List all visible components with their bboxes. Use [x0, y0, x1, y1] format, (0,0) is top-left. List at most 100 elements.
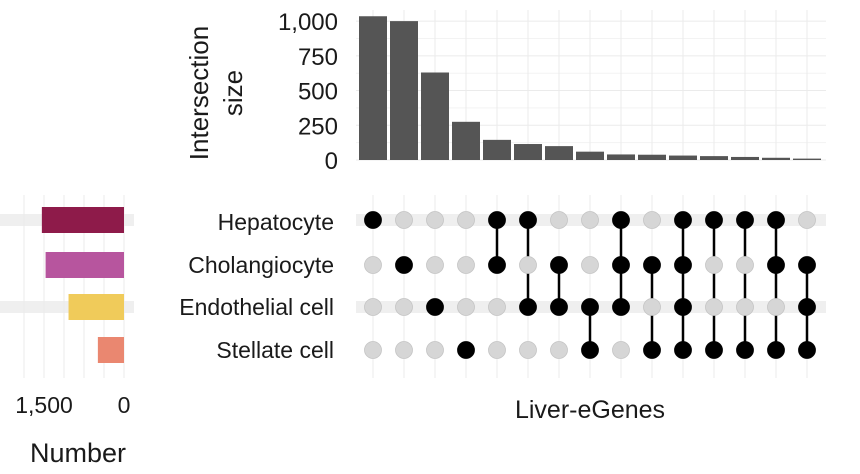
intersection-bar-13 [762, 157, 790, 160]
intersection-ytick-2: 500 [298, 79, 338, 106]
intersection-bars [359, 16, 821, 160]
matrix-dot-13-2 [767, 298, 785, 316]
matrix-dot-6-0 [550, 211, 568, 229]
set-label-hepatocyte: Hepatocyte [218, 209, 334, 235]
matrix-dot-8-3 [612, 341, 630, 359]
set-labels: Hepatocyte Cholangiocyte Endothelial cel… [179, 209, 334, 363]
matrix-dot-3-1 [457, 256, 475, 274]
matrix-dot-4-2 [488, 298, 506, 316]
set-label-cholangiocyte: Cholangiocyte [188, 252, 334, 278]
matrix-dot-10-0 [674, 211, 692, 229]
matrix-dot-0-2 [364, 298, 382, 316]
matrix-dot-9-0 [643, 211, 661, 229]
matrix-dot-1-3 [395, 341, 413, 359]
matrix-dot-11-2 [705, 298, 723, 316]
matrix-dot-12-3 [736, 341, 754, 359]
matrix-dot-11-1 [705, 256, 723, 274]
matrix-dot-0-3 [364, 341, 382, 359]
matrix-dot-8-0 [612, 211, 630, 229]
matrix-dot-5-3 [519, 341, 537, 359]
matrix-dot-13-3 [767, 341, 785, 359]
matrix-dot-10-1 [674, 256, 692, 274]
matrix-dot-1-2 [395, 298, 413, 316]
intersection-bar-8 [607, 154, 635, 160]
intersection-bar-12 [731, 156, 759, 160]
matrix-dot-2-1 [426, 256, 444, 274]
set-size-bar-3 [97, 337, 124, 363]
matrix-dot-14-2 [798, 298, 816, 316]
matrix-dot-14-1 [798, 256, 816, 274]
matrix-dot-8-2 [612, 298, 630, 316]
matrix-dot-6-2 [550, 298, 568, 316]
matrix-dot-3-0 [457, 211, 475, 229]
intersection-bar-11 [700, 156, 728, 160]
matrix-dot-13-0 [767, 211, 785, 229]
matrix-dot-0-0 [364, 211, 382, 229]
matrix-dot-5-0 [519, 211, 537, 229]
intersection-bar-3 [452, 121, 480, 160]
intersection-ytick-0: 0 [325, 148, 338, 175]
matrix-dot-11-0 [705, 211, 723, 229]
set-label-stellate-cell: Stellate cell [216, 337, 334, 363]
matrix-dot-13-1 [767, 256, 785, 274]
set-size-tick-0: 0 [118, 392, 131, 418]
intersection-bar-10 [669, 155, 697, 160]
intersection-ytick-3: 750 [298, 44, 338, 71]
matrix-dot-3-2 [457, 298, 475, 316]
matrix-dot-6-3 [550, 341, 568, 359]
matrix-dot-10-2 [674, 298, 692, 316]
intersection-ylabel-line-2: size [218, 70, 248, 116]
matrix-dot-7-2 [581, 298, 599, 316]
set-size-bar-2 [68, 294, 124, 320]
set-size-bar-1 [45, 252, 124, 278]
matrix-dot-0-1 [364, 256, 382, 274]
matrix-dot-4-3 [488, 341, 506, 359]
matrix-dot-2-2 [426, 298, 444, 316]
matrix-dot-3-3 [457, 341, 475, 359]
intersection-ytick-4: 1,000 [278, 9, 338, 36]
intersection-bar-9 [638, 154, 666, 160]
intersection-bar-2 [421, 72, 449, 160]
matrix-dot-1-0 [395, 211, 413, 229]
intersection-bar-7 [576, 151, 604, 160]
intersection-bar-6 [545, 146, 573, 160]
matrix-dot-8-1 [612, 256, 630, 274]
intersection-ylabel-line-1: Intersection [184, 26, 214, 160]
set-size-xlabel: Number [30, 438, 126, 468]
set-label-endothelial-cell: Endothelial cell [179, 294, 334, 320]
intersection-ytick-1: 250 [298, 113, 338, 140]
matrix-dot-9-1 [643, 256, 661, 274]
intersection-bar-4 [483, 139, 511, 160]
membership-matrix [364, 211, 816, 359]
intersection-y-axis: 0 250 500 750 1,000 [278, 9, 338, 175]
matrix-dot-7-3 [581, 341, 599, 359]
matrix-dot-12-2 [736, 298, 754, 316]
matrix-dot-4-0 [488, 211, 506, 229]
intersection-bar-0 [359, 16, 387, 160]
matrix-dot-7-1 [581, 256, 599, 274]
matrix-dot-14-3 [798, 341, 816, 359]
intersection-bar-1 [390, 21, 418, 160]
matrix-dot-10-3 [674, 341, 692, 359]
matrix-dot-12-0 [736, 211, 754, 229]
set-size-bar-0 [41, 207, 124, 233]
matrix-dot-2-3 [426, 341, 444, 359]
matrix-dot-5-1 [519, 256, 537, 274]
intersection-bar-5 [514, 144, 542, 160]
matrix-dot-4-1 [488, 256, 506, 274]
matrix-dot-11-3 [705, 341, 723, 359]
set-size-tick-1500: 1,500 [15, 392, 73, 418]
matrix-xlabel: Liver-eGenes [515, 396, 665, 424]
matrix-dot-2-0 [426, 211, 444, 229]
matrix-dot-5-2 [519, 298, 537, 316]
matrix-dot-6-1 [550, 256, 568, 274]
matrix-dot-1-1 [395, 256, 413, 274]
set-size-bars [23, 195, 125, 378]
matrix-dot-7-0 [581, 211, 599, 229]
matrix-dot-12-1 [736, 256, 754, 274]
intersection-bar-14 [793, 158, 821, 160]
matrix-dot-9-3 [643, 341, 661, 359]
matrix-dot-9-2 [643, 298, 661, 316]
matrix-dot-14-0 [798, 211, 816, 229]
